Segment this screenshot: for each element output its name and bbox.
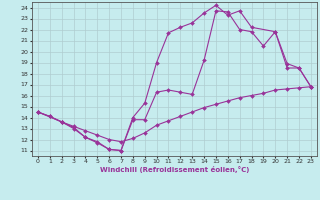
X-axis label: Windchill (Refroidissement éolien,°C): Windchill (Refroidissement éolien,°C) [100,166,249,173]
